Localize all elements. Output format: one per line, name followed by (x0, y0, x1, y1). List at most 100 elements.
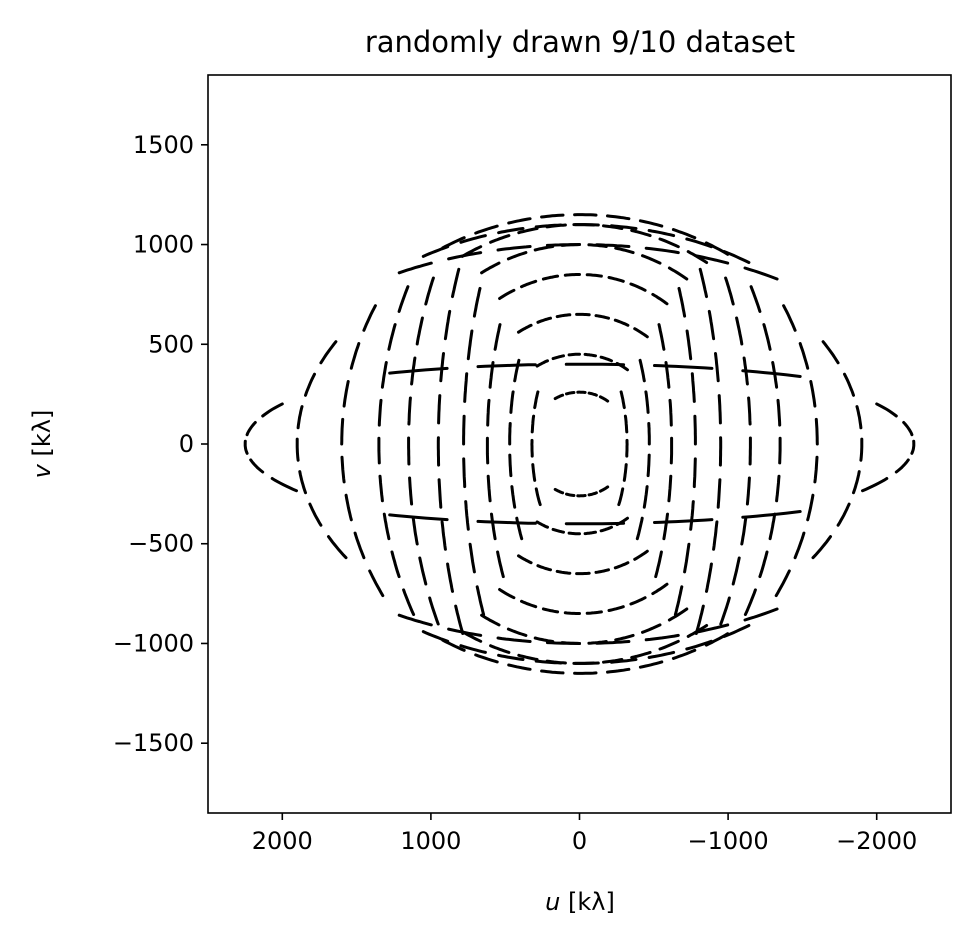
uv-track-segment (613, 561, 630, 570)
uv-track-segment (712, 520, 719, 551)
uv-track-segment (462, 414, 466, 446)
uv-track-segment (377, 398, 383, 427)
uv-track-segment (464, 500, 470, 531)
uv-track-segment (585, 610, 603, 615)
uv-track-segment (809, 380, 817, 408)
uv-track-segment (741, 510, 802, 519)
plot-frame (207, 74, 952, 814)
uv-track-segment (811, 535, 832, 560)
uv-track-segment (441, 638, 466, 652)
uv-track-segment (668, 398, 673, 427)
y-tick-label: −1000 (113, 629, 194, 657)
uv-track-segment (653, 518, 714, 524)
uv-track-segment (411, 516, 419, 546)
uv-track-segment (451, 267, 461, 299)
uv-track-segment (508, 422, 512, 446)
uv-track-segment (714, 352, 720, 383)
uv-track-segment (295, 437, 300, 462)
uv-track-segment (489, 234, 511, 244)
uv-track-segment (474, 224, 499, 235)
uv-track-segment (565, 391, 576, 396)
uv-track-segment (551, 354, 565, 361)
uv-track-segment (397, 285, 410, 313)
uv-track-segment (602, 658, 624, 664)
uv-track-segment (437, 394, 442, 425)
uv-track-segment (686, 624, 709, 638)
uv-track-segment (462, 457, 467, 489)
uv-track-segment (740, 516, 748, 546)
uv-track-segment (463, 372, 469, 403)
y-axis-unit: [kλ] (28, 410, 56, 464)
uv-track-segment (615, 361, 629, 372)
uv-track-segment (340, 455, 346, 484)
uv-track-segment (553, 487, 565, 495)
uv-track-segment (724, 276, 735, 306)
y-tick-label: −1500 (113, 729, 194, 757)
uv-track-segment (466, 329, 474, 361)
uv-track-segment (428, 596, 440, 626)
uv-track-segment (641, 254, 662, 265)
uv-track-segment (641, 623, 662, 634)
x-tick-label: −2000 (836, 827, 917, 855)
uv-track-segment (902, 421, 914, 437)
uv-track-segment (496, 245, 532, 252)
uv-track-segment (642, 485, 649, 509)
y-tick-label: 0 (179, 430, 194, 458)
uv-track-segment (614, 633, 635, 642)
uv-track-segment (594, 314, 610, 320)
uv-track-segment (476, 363, 537, 369)
uv-track-segment (587, 491, 598, 497)
uv-track-segment (875, 402, 898, 418)
uv-track-segment (540, 669, 565, 675)
uv-track-segment (531, 463, 537, 482)
uv-track-segment (735, 316, 744, 346)
chart-title: randomly drawn 9/10 dataset (365, 25, 795, 59)
uv-track-segment (747, 396, 752, 426)
uv-track-segment (743, 588, 757, 616)
uv-track-segment (741, 369, 802, 378)
uv-track-segment (743, 266, 779, 281)
uv-track-segment (407, 396, 412, 426)
uv-track-segment (647, 229, 676, 238)
uv-track-segment (390, 550, 401, 579)
uv-track-segment (694, 254, 730, 265)
uv-track-segment (599, 525, 613, 533)
y-tick-label: 1500 (133, 131, 194, 159)
uv-track-segment (496, 550, 505, 579)
uv-track-segment (775, 474, 781, 503)
uv-track-segment (686, 250, 709, 264)
uv-track-segment (651, 582, 669, 596)
uv-track-segment (460, 245, 483, 258)
uv-track-segment (506, 627, 528, 637)
uv-track-segment (535, 520, 549, 529)
y-axis-ticks: 1500 1000 500 0 −500 −1000 −1500 (113, 131, 208, 757)
uv-track-segment (662, 512, 669, 541)
uv-track-segment (573, 213, 598, 217)
uv-track-segment (443, 309, 452, 341)
uv-track-segment (517, 323, 533, 334)
uv-track-segment (402, 588, 416, 616)
uv-track-segment (560, 243, 581, 247)
uv-track-segment (798, 342, 810, 370)
uv-track-segment (498, 288, 516, 300)
uv-track-segment (344, 493, 353, 522)
uv-track-segment (698, 267, 708, 299)
uv-track-segment (533, 636, 555, 643)
uv-track-segment (459, 644, 487, 654)
uv-track-segment (243, 439, 249, 455)
uv-track-segment (587, 640, 608, 645)
uv-track-segment (540, 213, 565, 219)
x-axis-title: u [kλ] (545, 888, 615, 916)
uv-track-segment (859, 437, 864, 462)
uv-track-segment (565, 492, 576, 497)
uv-track-segment (615, 516, 629, 527)
uv-track-segment (535, 359, 549, 368)
uv-track-segment (762, 323, 772, 351)
uv-track-segment (667, 474, 673, 503)
uv-track-segment (793, 531, 806, 560)
uv-track-segment (440, 520, 447, 551)
uv-track-segment (308, 502, 323, 527)
uv-track-segment (683, 542, 691, 574)
uv-track-segment (439, 352, 445, 383)
uv-track-segment (541, 607, 560, 614)
